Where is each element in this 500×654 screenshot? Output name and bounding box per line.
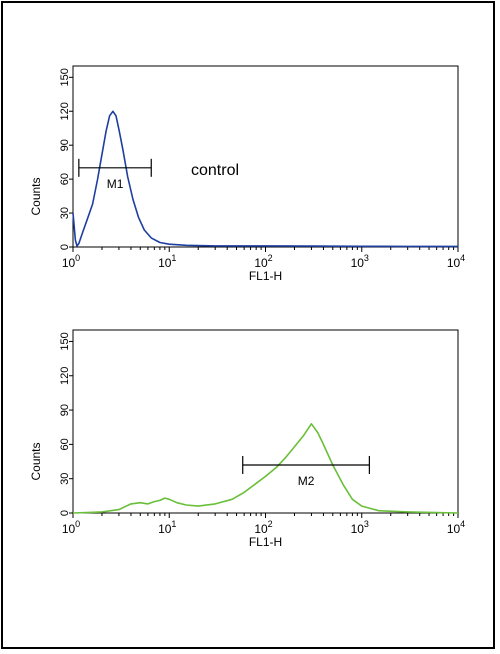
y-tick-label: 60: [59, 438, 71, 450]
annotation-label: control: [191, 162, 239, 179]
x-tick-label: 101: [158, 519, 176, 536]
y-tick-label: 150: [59, 332, 71, 350]
histogram-panel-1: 0 30 60 90 120 150 100 101 102 103 104 FL1-H Counts M…: [29, 65, 465, 283]
y-tick-label: 0: [59, 510, 71, 516]
y-tick-label: 30: [59, 473, 71, 485]
x-tick-label: 103: [351, 519, 369, 536]
histogram-panel-2: 0 30 60 90 120 150 100 101 102 103 104 FL1-H Counts M…: [29, 329, 465, 549]
histogram-curve-1: [72, 423, 459, 514]
x-tick-label: 100: [62, 253, 80, 270]
x-axis-label: FL1-H: [249, 269, 282, 283]
x-tick-label: 100: [62, 519, 80, 536]
x-tick-label: 101: [158, 253, 176, 270]
y-tick-label: 90: [59, 404, 71, 416]
x-tick-label: 104: [447, 519, 465, 536]
x-tick-label: 103: [351, 253, 369, 270]
y-tick-label: 150: [59, 68, 71, 86]
y-tick-label: 30: [59, 207, 71, 219]
histogram-curve-1: [72, 110, 458, 248]
gate-label: M2: [298, 474, 315, 488]
y-axis-label: Counts: [29, 177, 43, 215]
x-axis-label: FL1-H: [249, 535, 282, 549]
y-tick-label: 60: [59, 173, 71, 185]
plot-area-border: [72, 65, 459, 248]
x-tick-label: 104: [447, 253, 465, 270]
gate-label: M1: [107, 177, 124, 191]
y-tick-label: 90: [59, 139, 71, 151]
x-tick-label: 102: [254, 519, 272, 536]
x-tick-label: 102: [254, 253, 272, 270]
y-axis-label: Counts: [29, 442, 43, 480]
y-tick-label: 120: [59, 102, 71, 120]
y-tick-label: 0: [59, 244, 71, 250]
plot-area-border: [72, 329, 459, 514]
y-tick-label: 120: [59, 367, 71, 385]
figure-frame: [1, 1, 495, 649]
